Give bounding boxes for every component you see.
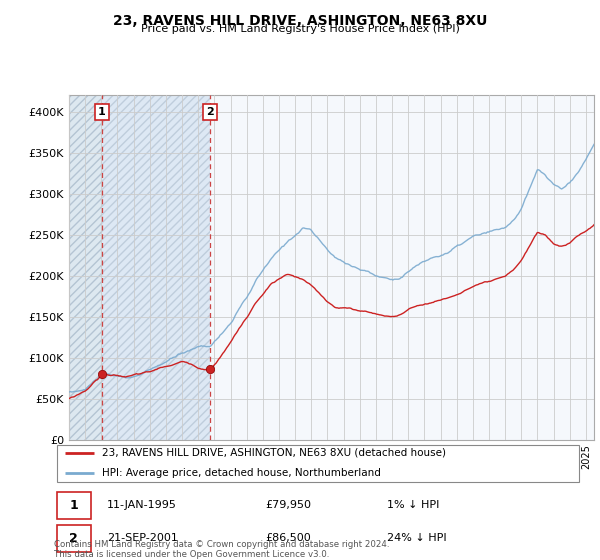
Text: Price paid vs. HM Land Registry's House Price Index (HPI): Price paid vs. HM Land Registry's House … <box>140 24 460 34</box>
Text: 24% ↓ HPI: 24% ↓ HPI <box>386 533 446 543</box>
FancyBboxPatch shape <box>56 445 580 482</box>
Text: 1% ↓ HPI: 1% ↓ HPI <box>386 501 439 510</box>
Bar <box>69 95 102 440</box>
FancyBboxPatch shape <box>56 492 91 519</box>
Text: 1: 1 <box>98 108 106 117</box>
Bar <box>102 95 210 440</box>
Bar <box>69 95 102 440</box>
Text: Contains HM Land Registry data © Crown copyright and database right 2024.
This d: Contains HM Land Registry data © Crown c… <box>54 540 389 559</box>
Text: 23, RAVENS HILL DRIVE, ASHINGTON, NE63 8XU (detached house): 23, RAVENS HILL DRIVE, ASHINGTON, NE63 8… <box>101 448 446 458</box>
Text: £86,500: £86,500 <box>265 533 311 543</box>
Bar <box>210 95 594 440</box>
Text: 2: 2 <box>69 532 78 545</box>
Bar <box>102 95 210 440</box>
Text: £79,950: £79,950 <box>265 501 311 510</box>
Text: HPI: Average price, detached house, Northumberland: HPI: Average price, detached house, Nort… <box>101 468 380 478</box>
Text: 1: 1 <box>69 499 78 512</box>
Text: 23, RAVENS HILL DRIVE, ASHINGTON, NE63 8XU: 23, RAVENS HILL DRIVE, ASHINGTON, NE63 8… <box>113 14 487 28</box>
Text: 21-SEP-2001: 21-SEP-2001 <box>107 533 178 543</box>
Text: 11-JAN-1995: 11-JAN-1995 <box>107 501 176 510</box>
Text: 2: 2 <box>206 108 214 117</box>
FancyBboxPatch shape <box>56 525 91 552</box>
